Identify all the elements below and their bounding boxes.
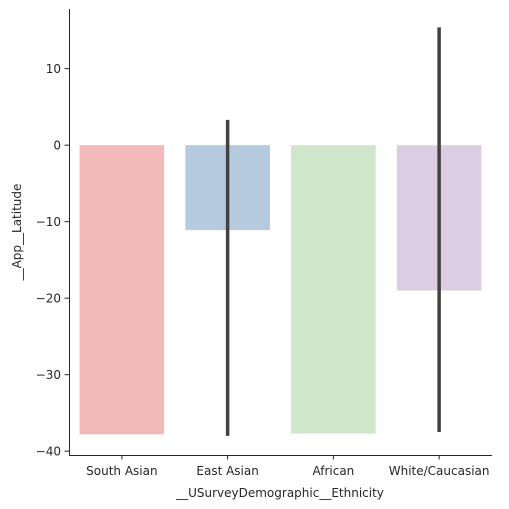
y-tick-label-1: −30	[36, 368, 61, 382]
y-axis-label: __App__Latitude	[10, 184, 24, 282]
bar-2	[291, 145, 376, 434]
y-tick-label-4: 0	[53, 138, 61, 152]
x-ticks-group: South Asian East Asian African White/Caucas…	[86, 455, 490, 478]
error-bars-group	[225, 27, 441, 436]
y-tick-label-5: 10	[46, 62, 61, 76]
y-tick-label-0: −40	[36, 444, 61, 458]
x-tick-label-1: East Asian	[196, 464, 258, 478]
y-ticks-group: −40 −30 −20 −10 0 10	[36, 62, 69, 458]
x-tick-label-2: African	[312, 464, 354, 478]
y-tick-label-2: −20	[36, 291, 61, 305]
x-axis-label: __USurveyDemographic__Ethnicity	[175, 486, 384, 500]
bars-group	[79, 145, 482, 435]
bar-0	[79, 145, 165, 435]
y-tick-label-3: −10	[36, 215, 61, 229]
x-tick-label-3: White/Caucasian	[389, 464, 490, 478]
x-tick-label-0: South Asian	[86, 464, 157, 478]
axes-group	[69, 9, 492, 456]
